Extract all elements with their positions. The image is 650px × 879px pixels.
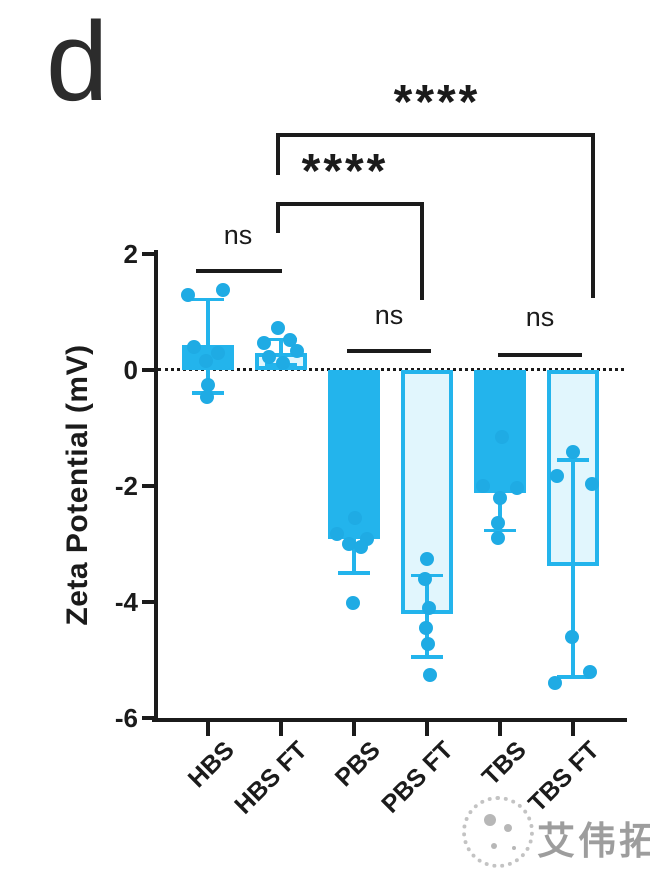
y-axis-line [154, 250, 158, 722]
error-bar-cap-top [338, 503, 370, 508]
error-bar-cap-top [192, 297, 224, 302]
sig-label: ns [374, 300, 404, 330]
x-axis-line [152, 718, 627, 722]
error-bar-cap-bottom [557, 675, 589, 679]
sig-bracket-left [276, 133, 280, 175]
data-point [495, 430, 509, 445]
y-tick-label: -4 [114, 587, 138, 617]
data-point [423, 667, 437, 682]
data-point [493, 490, 507, 505]
data-point [283, 332, 297, 347]
sig-bracket-top [276, 133, 595, 137]
y-tick-label: 0 [123, 355, 138, 385]
data-point [262, 350, 276, 365]
sig-bracket-left [276, 202, 280, 233]
data-point [200, 389, 214, 404]
data-point [181, 288, 195, 303]
sig-label: **** [301, 145, 389, 198]
sig-bracket-right [420, 202, 424, 300]
data-point [354, 539, 368, 554]
data-point [476, 479, 490, 493]
panel-label: d [46, 0, 109, 124]
error-bar-cap-top [557, 458, 589, 462]
sig-line [498, 353, 582, 357]
data-point [342, 537, 356, 551]
sig-bracket-right [591, 133, 595, 298]
y-tick-label: -6 [114, 703, 138, 733]
data-point [418, 571, 432, 586]
data-point [216, 282, 230, 297]
data-point [211, 345, 225, 360]
sig-label: ns [525, 302, 555, 332]
x-tick [425, 722, 429, 736]
data-point [290, 344, 304, 359]
error-bar-stem [425, 575, 429, 658]
y-tick-label: 2 [123, 239, 138, 269]
error-bar-cap-bottom [484, 528, 516, 533]
data-point [491, 530, 505, 545]
y-tick [142, 252, 155, 256]
data-point [565, 629, 579, 644]
data-point [422, 600, 436, 615]
data-point [550, 468, 564, 483]
data-point [201, 378, 215, 393]
data-point [276, 356, 290, 371]
data-point [330, 526, 344, 541]
data-point [346, 596, 360, 611]
data-point [199, 354, 213, 369]
error-bar-cap-top [265, 337, 297, 342]
data-point [420, 551, 434, 566]
data-point [421, 636, 435, 651]
y-tick-label: -2 [114, 471, 138, 501]
data-point [348, 510, 362, 525]
sig-line [347, 349, 431, 353]
zero-line [158, 368, 624, 371]
data-point [585, 476, 599, 491]
error-bar-cap-bottom [411, 655, 443, 659]
data-point [583, 665, 597, 680]
sig-line [196, 269, 282, 273]
error-bar-stem [206, 299, 210, 394]
data-point [510, 480, 524, 495]
sig-bracket-top [276, 202, 424, 206]
data-point [548, 676, 562, 691]
error-bar-cap-top [484, 453, 516, 457]
data-point [566, 445, 580, 460]
data-point [271, 321, 285, 336]
y-tick [142, 484, 155, 488]
y-tick [142, 716, 155, 720]
data-point [187, 339, 201, 354]
sig-label: **** [393, 76, 481, 129]
x-tick [206, 722, 210, 736]
y-tick [142, 368, 155, 372]
data-point [491, 515, 505, 530]
sig-label: ns [223, 220, 253, 250]
error-bar-cap-bottom [338, 571, 370, 575]
data-point [257, 335, 271, 350]
x-tick [279, 722, 283, 736]
error-bar-stem [571, 460, 575, 678]
x-tick [571, 722, 575, 736]
error-bar-stem [279, 339, 283, 366]
x-tick [498, 722, 502, 736]
y-tick [142, 600, 155, 604]
data-point [419, 621, 433, 636]
x-tick [352, 722, 356, 736]
